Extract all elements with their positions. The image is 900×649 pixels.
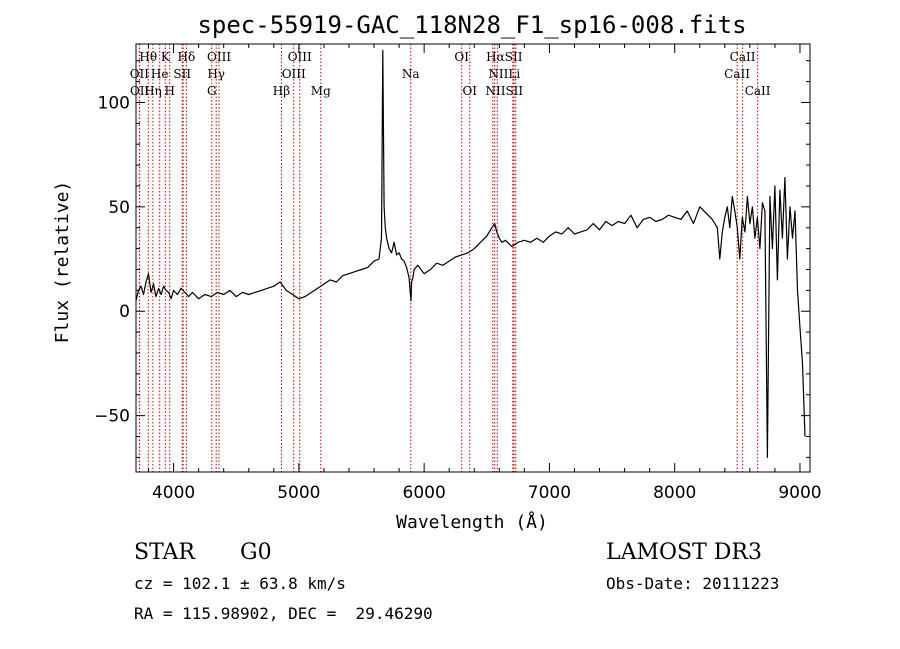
axis-ticks: 4000 5000 6000 7000 8000 9000 −50 0 50 100 (94, 44, 822, 503)
spectrum-line-0 (135, 49, 806, 458)
marker-label-17: OI (454, 50, 469, 64)
marker-label-20: NIILi (488, 67, 520, 81)
y-tick-label-0: −50 (94, 407, 130, 427)
object-subclass: G0 (240, 540, 272, 565)
redshift-readout: cz = 102.1 ± 63.8 km/s (134, 574, 346, 593)
marker-label-16: Na (402, 67, 420, 81)
y-tick-label-1: 0 (119, 302, 130, 322)
chart-title: spec-55919-GAC_118N28_F1_sp16-008.fits (197, 11, 746, 39)
marker-label-0: Hθ (139, 50, 157, 64)
marker-label-15: Mg (311, 84, 331, 98)
x-tick-label-3: 7000 (528, 483, 571, 503)
marker-label-1: OII (130, 67, 150, 81)
object-class: STAR (134, 540, 195, 565)
marker-label-3: OII (130, 84, 150, 98)
coordinates-readout: RA = 115.98902, DEC = 29.46290 (134, 604, 433, 623)
marker-label-23: CaII (724, 67, 750, 81)
x-tick-label-4: 8000 (653, 483, 696, 503)
marker-label-2: He (151, 67, 169, 81)
x-tick-label-2: 6000 (403, 483, 446, 503)
marker-label-19: HαSII (486, 50, 523, 64)
x-axis-label: Wavelength (Å) (396, 511, 548, 533)
marker-label-18: OI (462, 84, 477, 98)
y-tick-label-3: 100 (98, 93, 130, 113)
line-markers (138, 44, 759, 472)
obs-date: Obs-Date: 20111223 (606, 574, 780, 593)
marker-label-13: OIII (282, 67, 306, 81)
survey-name: LAMOST DR3 (606, 540, 762, 565)
marker-label-11: G (207, 84, 217, 98)
y-tick-label-2: 50 (108, 198, 130, 218)
marker-label-14: Hβ (273, 84, 290, 98)
y-axis-label: Flux (relative) (52, 181, 73, 344)
marker-label-22: CaII (730, 50, 756, 64)
marker-label-9: OIII (207, 50, 231, 64)
plot-frame (135, 43, 811, 473)
marker-label-21: NIISII (485, 84, 523, 98)
marker-label-24: CaII (745, 84, 771, 98)
marker-label-10: Hγ (207, 67, 225, 81)
marker-label-12: OIII (288, 50, 312, 64)
x-tick-label-1: 5000 (277, 483, 320, 503)
x-tick-label-5: 9000 (778, 483, 821, 503)
x-tick-label-0: 4000 (152, 483, 195, 503)
marker-label-7: SII (173, 67, 191, 81)
marker-label-4: Hη (144, 84, 162, 98)
marker-label-5: K (161, 50, 171, 64)
marker-label-8: Hδ (178, 50, 196, 64)
spectrum-series (135, 49, 806, 458)
marker-label-6: H (164, 84, 174, 98)
